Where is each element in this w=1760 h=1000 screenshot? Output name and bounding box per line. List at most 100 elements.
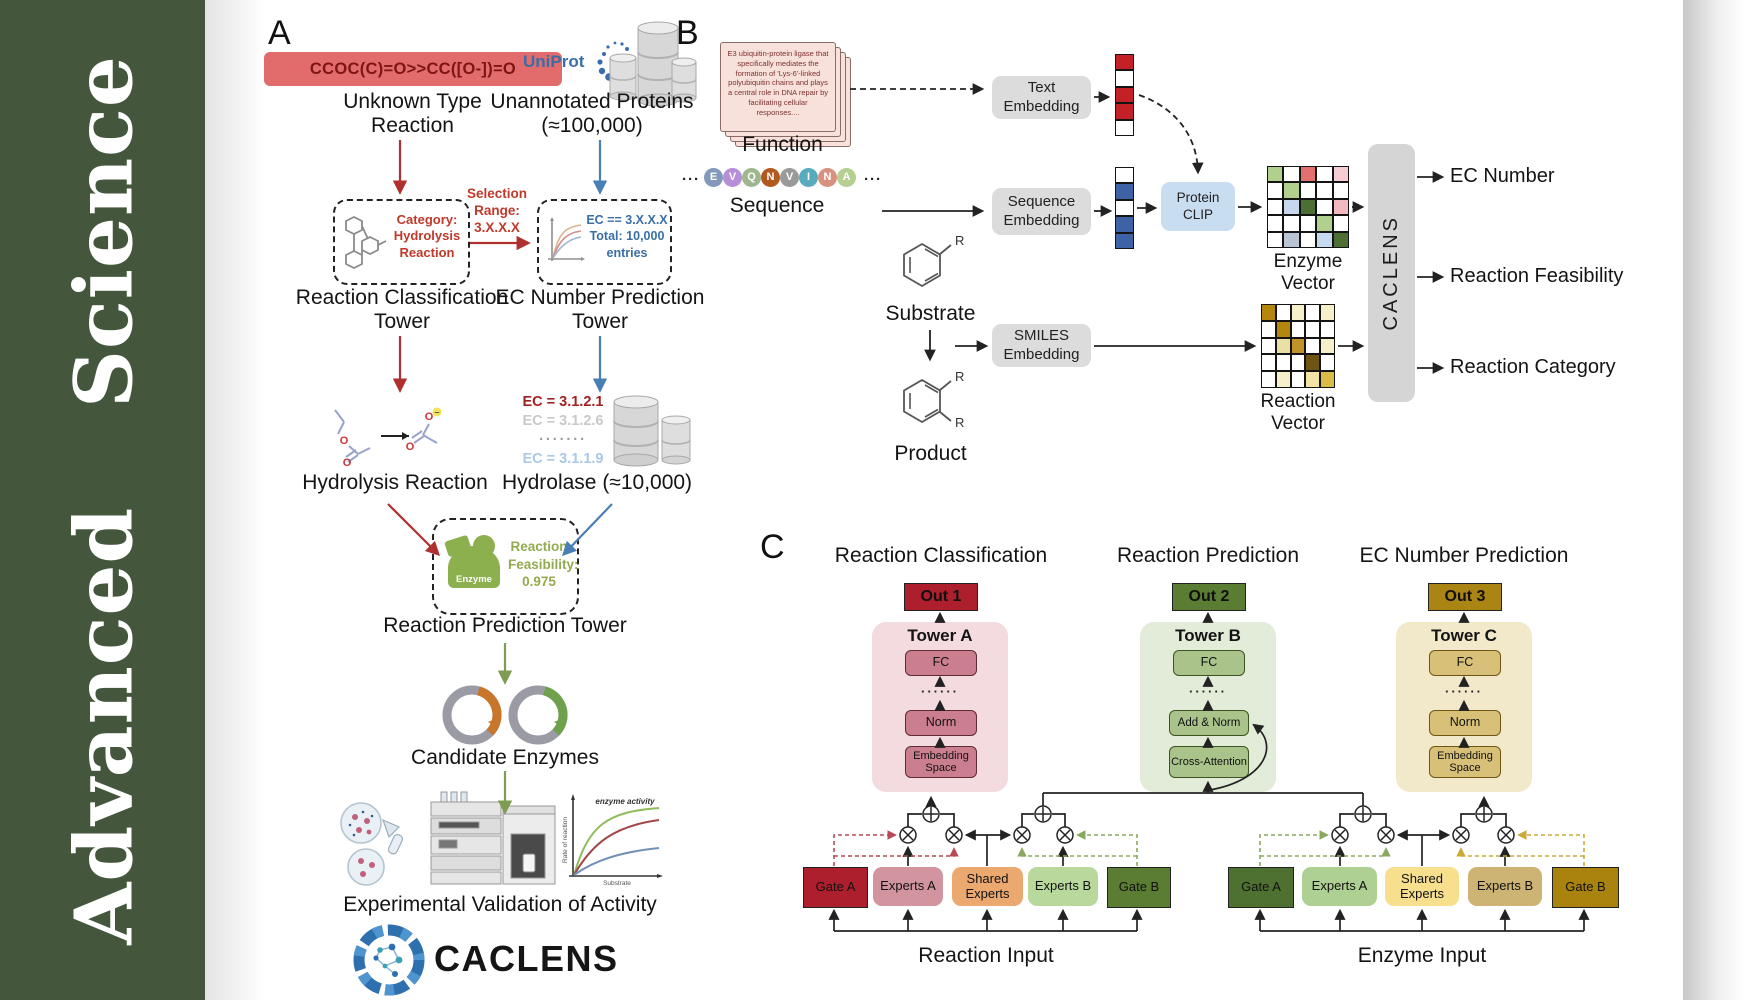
amino-acid-circle: N xyxy=(818,168,837,187)
unannotated-proteins-label: Unannotated Proteins (≈100,000) xyxy=(490,90,694,137)
amino-acid-circle: E xyxy=(704,168,723,187)
vector-cell xyxy=(1320,320,1335,338)
vector-cell xyxy=(1115,70,1134,87)
selection-range-label: Selection Range: 3.X.X.X xyxy=(466,186,528,235)
ec-item: EC = 3.1.2.6 xyxy=(522,413,604,429)
tower-b-label: Tower B xyxy=(1175,626,1241,645)
hydrolysis-reaction-molecules-icon: O O O – O xyxy=(334,407,442,469)
reaction-experts-b-box: Experts B xyxy=(1028,867,1098,906)
out3-box: Out 3 xyxy=(1428,583,1502,611)
experimental-validation-icons: enzyme activity Rate of reaction Substra… xyxy=(340,791,663,887)
vector-cell xyxy=(1283,182,1300,199)
prediction-tower-label: Reaction Prediction Tower xyxy=(383,614,627,637)
text-embedding-box: Text Embedding xyxy=(992,76,1091,119)
reaction-vector-grid xyxy=(1261,304,1335,388)
tower-b-add-norm-block: Add & Norm xyxy=(1169,710,1249,736)
page-right-shadow xyxy=(1683,0,1760,1000)
uniprot-dots-and-database-icon xyxy=(597,21,697,107)
tower-b-fc-block: FC xyxy=(1173,650,1245,676)
svg-text:O: O xyxy=(406,441,415,453)
sequence-ellipsis-left: ··· xyxy=(682,171,700,188)
sequence-embedding-box: Sequence Embedding xyxy=(992,188,1091,235)
kinetics-plot-icon: enzyme activity Rate of reaction Substra… xyxy=(562,794,663,887)
vector-cell xyxy=(1299,182,1317,199)
tower-b-dots: ······ xyxy=(1189,684,1227,699)
substrate-label: Substrate xyxy=(885,302,976,325)
svg-text:O: O xyxy=(340,435,349,447)
vector-cell xyxy=(1283,166,1300,183)
vector-cell xyxy=(1115,119,1134,136)
plasmid-icons xyxy=(442,685,568,745)
task-title-reaction-classification: Reaction Classification xyxy=(834,544,1048,567)
vector-cell xyxy=(1316,166,1333,183)
vector-cell xyxy=(1267,231,1284,248)
vector-cell xyxy=(1316,215,1333,232)
task-title-ec-number-prediction: EC Number Prediction xyxy=(1359,544,1569,567)
sequence-embedding-vector xyxy=(1115,167,1134,249)
vector-cell xyxy=(1115,183,1134,200)
enzyme-icon: Enzyme xyxy=(444,535,500,588)
hplc-instrument-icon xyxy=(430,791,556,885)
vector-cell xyxy=(1115,167,1134,184)
vector-cell xyxy=(1290,371,1306,388)
tower-c-label: Tower C xyxy=(1431,626,1497,645)
vector-cell xyxy=(1283,231,1300,248)
vector-cell xyxy=(1115,54,1134,71)
petri-dish-icon xyxy=(340,802,404,886)
journal-banner-title: Advanced Science xyxy=(55,55,150,945)
vector-cell xyxy=(1305,354,1321,372)
vector-cell xyxy=(1299,215,1317,232)
enzyme-vector-label: Enzyme Vector xyxy=(1273,251,1343,294)
ec-total-label: EC == 3.X.X.X Total: 10,000 entries xyxy=(586,213,668,260)
tower-c-embedding-block: Embedding Space xyxy=(1429,746,1501,778)
text-embedding-vector xyxy=(1115,54,1134,136)
out2-box: Out 2 xyxy=(1172,583,1246,611)
reaction-smiles-box: CCOC(C)=O>>CC([O-])=O xyxy=(264,52,562,86)
vector-cell xyxy=(1316,231,1333,248)
ec-item: EC = 3.1.1.9 xyxy=(522,451,604,467)
enzyme-experts-b-box: Experts B xyxy=(1468,867,1542,906)
vector-cell xyxy=(1115,86,1134,104)
candidate-enzymes-label: Candidate Enzymes xyxy=(411,746,599,769)
vector-cell xyxy=(1332,166,1349,183)
plot-annotation: enzyme activity xyxy=(595,797,655,806)
vector-cell xyxy=(1305,371,1321,388)
vector-cell xyxy=(1320,371,1335,388)
output-reaction-category: Reaction Category xyxy=(1450,356,1616,378)
tower-a-norm-block: Norm xyxy=(905,710,977,736)
panel-b-arrows xyxy=(850,83,1445,374)
unknown-reaction-label: Unknown Type Reaction xyxy=(343,90,482,137)
moe-operator-nodes xyxy=(899,805,1515,844)
vector-cell xyxy=(1267,215,1284,232)
vector-cell xyxy=(1261,320,1276,338)
amino-acid-circle: N xyxy=(761,168,780,187)
vector-cell xyxy=(1261,337,1276,355)
tower-a-fc-block: FC xyxy=(905,650,977,676)
vector-cell xyxy=(1305,320,1321,338)
vector-cell xyxy=(1299,166,1317,183)
vector-cell xyxy=(1290,304,1306,321)
vector-cell xyxy=(1332,215,1349,232)
enzyme-vector-grid xyxy=(1267,166,1349,248)
vector-cell xyxy=(1290,320,1306,338)
output-reaction-feasibility: Reaction Feasibility xyxy=(1450,265,1624,287)
hydrolase-database-icon xyxy=(613,395,691,467)
tower-a-label: Tower A xyxy=(907,626,973,645)
database-stack-icon xyxy=(609,21,697,107)
enzyme-input-label: Enzyme Input xyxy=(1357,944,1487,967)
task-title-reaction-prediction: Reaction Prediction xyxy=(1116,544,1300,567)
vector-cell xyxy=(1305,337,1321,355)
amino-acid-circle: I xyxy=(799,168,818,187)
hydrolase-label: Hydrolase (≈10,000) xyxy=(501,471,693,494)
protein-clip-box: Protein CLIP xyxy=(1161,182,1235,231)
vector-cell xyxy=(1290,354,1306,372)
ellipsis-dots: ······· xyxy=(539,432,587,448)
caclens-wordmark: CACLENS xyxy=(434,938,619,979)
vector-cell xyxy=(1267,166,1284,183)
tower-b-cross-attention-block: Cross-Attention xyxy=(1169,746,1249,778)
plot-ylabel: Rate of reaction xyxy=(562,817,569,863)
vector-cell xyxy=(1316,182,1333,199)
reaction-gate-a-box: Gate A xyxy=(803,867,868,908)
